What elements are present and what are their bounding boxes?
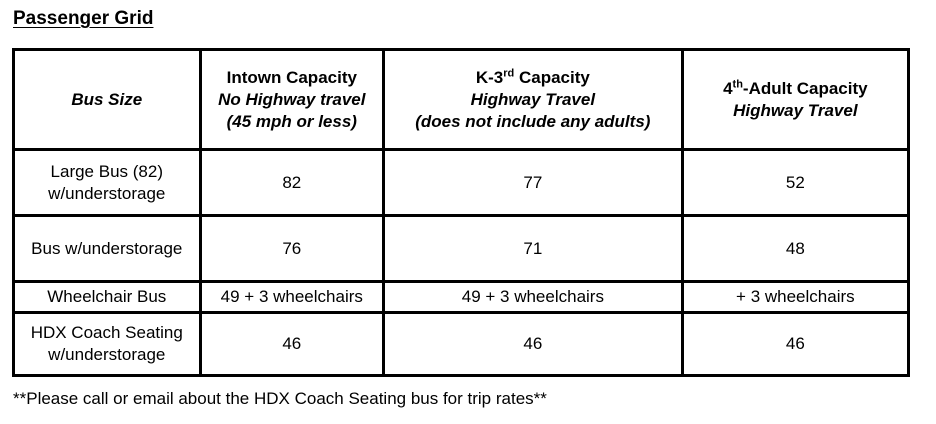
header-intown-capacity: Intown Capacity No Highway travel (45 mp… <box>198 48 386 151</box>
intown-capacity-cell: 76 <box>198 214 386 283</box>
k3-capacity-travel: Highway Travel <box>470 89 596 109</box>
adult-capacity-cell: + 3 wheelchairs <box>680 280 911 314</box>
k3-capacity-cell: 71 <box>382 214 684 283</box>
adult-capacity-cell: 48 <box>680 214 911 283</box>
header-k3-capacity: K-3rd Capacity Highway Travel (does not … <box>382 48 684 151</box>
bus-size-cell: Wheelchair Bus <box>12 280 202 314</box>
footnote: **Please call or email about the HDX Coa… <box>13 389 547 408</box>
intown-capacity-cell: 46 <box>198 311 386 377</box>
intown-capacity-travel: No Highway travel <box>218 89 366 109</box>
intown-capacity-speed: (45 mph or less) <box>226 111 357 131</box>
bus-size-cell: Large Bus (82) w/understorage <box>12 148 202 217</box>
k3-capacity-cell: 46 <box>382 311 684 377</box>
k3-capacity-cell: 77 <box>382 148 684 217</box>
intown-capacity-cell: 49 + 3 wheelchairs <box>198 280 386 314</box>
adult-capacity-cell: 46 <box>680 311 911 377</box>
bus-size-cell: Bus w/understorage <box>12 214 202 283</box>
adult-capacity-travel: Highway Travel <box>733 100 858 120</box>
k3-capacity-cell: 49 + 3 wheelchairs <box>382 280 684 314</box>
intown-capacity-cell: 82 <box>198 148 386 217</box>
bus-size-cell: HDX Coach Seating w/understorage <box>12 311 202 377</box>
page-title: Passenger Grid <box>13 8 154 29</box>
bus-size-label: Bus Size <box>71 89 143 109</box>
table-row: HDX Coach Seating w/understorage 46 46 46 <box>12 311 911 377</box>
k3-capacity-name: K-3rd Capacity <box>475 66 590 87</box>
intown-capacity-name: Intown Capacity <box>226 67 357 87</box>
table-row: Wheelchair Bus 49 + 3 wheelchairs 49 + 3… <box>12 280 911 314</box>
table-row: Large Bus (82) w/understorage 82 77 52 <box>12 148 911 217</box>
header-adult-capacity: 4th-Adult Capacity Highway Travel <box>680 48 911 151</box>
passenger-grid-table: Bus Size Intown Capacity No Highway trav… <box>12 48 911 377</box>
adult-capacity-name: 4th-Adult Capacity <box>723 77 868 98</box>
adult-capacity-cell: 52 <box>680 148 911 217</box>
header-row: Bus Size Intown Capacity No Highway trav… <box>12 48 911 151</box>
header-bus-size: Bus Size <box>12 48 202 151</box>
k3-capacity-note: (does not include any adults) <box>415 111 651 131</box>
table-row: Bus w/understorage 76 71 48 <box>12 214 911 283</box>
